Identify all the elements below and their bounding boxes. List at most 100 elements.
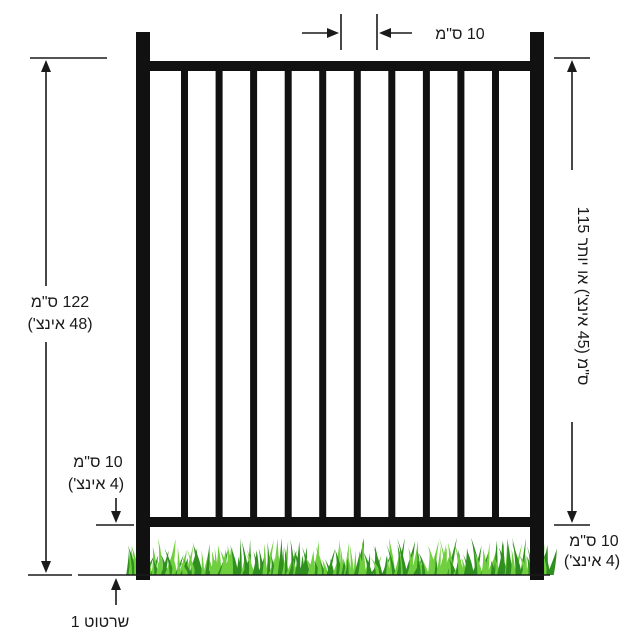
left-gap-arrowhead	[111, 511, 121, 523]
picket	[457, 61, 465, 527]
grass-blade	[238, 538, 242, 575]
grass-blade	[339, 546, 344, 575]
grass-blade	[182, 557, 192, 575]
grass-blade	[489, 544, 498, 575]
grass-blade	[346, 551, 352, 575]
left-bottom-gap-label-line2: (4 אינצ')	[68, 476, 124, 493]
right-bottom-gap-label-line2: (4 אינצ')	[564, 553, 620, 570]
grass-blade	[428, 545, 437, 575]
grass-blade	[329, 558, 335, 575]
grass-blade	[499, 547, 508, 575]
grass-blade	[436, 545, 441, 575]
grass-blade	[322, 559, 329, 575]
grass-blade	[385, 554, 390, 575]
grass-blade	[272, 538, 279, 575]
right-post	[530, 32, 544, 580]
grass-blade	[215, 545, 222, 575]
grass-blade	[176, 546, 181, 575]
grass-blade	[277, 537, 283, 575]
grass-blade	[312, 540, 320, 575]
grass-blade	[349, 543, 355, 575]
grass-blade	[158, 538, 164, 575]
grass-blade	[449, 558, 457, 575]
top-gap-right-arrowhead	[379, 28, 391, 38]
grass-blade	[411, 541, 419, 575]
figure-caption: שרטוט 1	[71, 614, 130, 631]
grass-blade	[161, 554, 169, 575]
grass-blade	[441, 551, 451, 575]
caption-arrowhead	[111, 578, 121, 590]
left-post	[136, 32, 150, 580]
grass-blade	[467, 551, 474, 575]
grass-blade	[518, 554, 530, 575]
total-height-label-line1: 122 ס"מ	[31, 294, 89, 311]
grass-blade	[258, 548, 265, 575]
grass-blade	[353, 550, 357, 575]
grass-blade	[363, 551, 373, 575]
grass-blade	[164, 547, 175, 575]
grass-blade	[179, 560, 189, 575]
grass-blade	[194, 546, 203, 575]
grass-blade	[230, 545, 239, 575]
total-height-top-arrowhead	[41, 60, 51, 72]
total-height-bottom-arrowhead	[41, 561, 51, 573]
grass-blade	[245, 553, 256, 575]
grass-blade	[484, 541, 490, 575]
grass-blade	[240, 556, 246, 575]
picket	[181, 61, 188, 527]
grass-blade	[186, 549, 197, 575]
grass-blade	[284, 546, 289, 575]
grass-blade	[421, 559, 429, 575]
grass-blade	[267, 541, 271, 575]
grass-blade	[510, 549, 516, 575]
grass-blade	[253, 551, 261, 575]
top-rail	[136, 61, 544, 71]
grass-blade	[427, 553, 432, 575]
picket-height-label: 115 ס"מ (45 אינצ') או יותר	[574, 207, 591, 386]
right-bottom-gap-label-line1: 10 ס"מ	[569, 533, 619, 550]
top-gap-label: 10 ס"מ	[435, 26, 485, 43]
top-gap-left-arrowhead	[327, 28, 339, 38]
grass-blade	[304, 557, 316, 575]
picket-height-top-arrowhead	[567, 60, 577, 72]
grass-blade	[262, 543, 267, 575]
grass-blade	[397, 538, 408, 575]
grass-blade	[439, 537, 449, 575]
grass-blade	[547, 548, 557, 575]
grass-blade	[454, 544, 465, 575]
picket	[215, 61, 223, 527]
picket	[319, 61, 327, 527]
grass-blade	[361, 540, 366, 575]
grass-blade	[241, 541, 249, 575]
grass-blade	[201, 549, 205, 575]
grass-blade	[205, 543, 210, 575]
grass-blade	[294, 549, 303, 575]
left-bottom-gap-label-line1: 10 ס"מ	[73, 454, 123, 471]
grass-blade	[512, 542, 522, 575]
grass-blade	[324, 559, 333, 575]
fence-panel	[136, 32, 544, 580]
bottom-rail	[136, 517, 544, 527]
grass-blade	[126, 549, 130, 575]
total-height-label-line2: (48 אינצ')	[27, 316, 92, 333]
picket	[422, 61, 430, 527]
picket	[250, 61, 258, 527]
picket	[353, 61, 361, 527]
grass-blade	[171, 555, 177, 575]
picket	[388, 61, 396, 527]
grass-blade	[386, 544, 396, 575]
grass-blade	[302, 546, 311, 575]
grass-blade	[473, 550, 483, 575]
grass-blade	[185, 545, 194, 575]
grass-blade	[434, 555, 438, 575]
picket	[492, 61, 499, 527]
picket	[284, 61, 292, 527]
grass-illustration	[126, 537, 557, 575]
dimension-lines	[28, 14, 590, 605]
grass-blade	[373, 545, 383, 575]
pickets	[181, 61, 499, 527]
picket-height-bottom-arrowhead	[567, 511, 577, 523]
grass-blade	[280, 547, 284, 575]
arrowheads	[41, 28, 577, 590]
